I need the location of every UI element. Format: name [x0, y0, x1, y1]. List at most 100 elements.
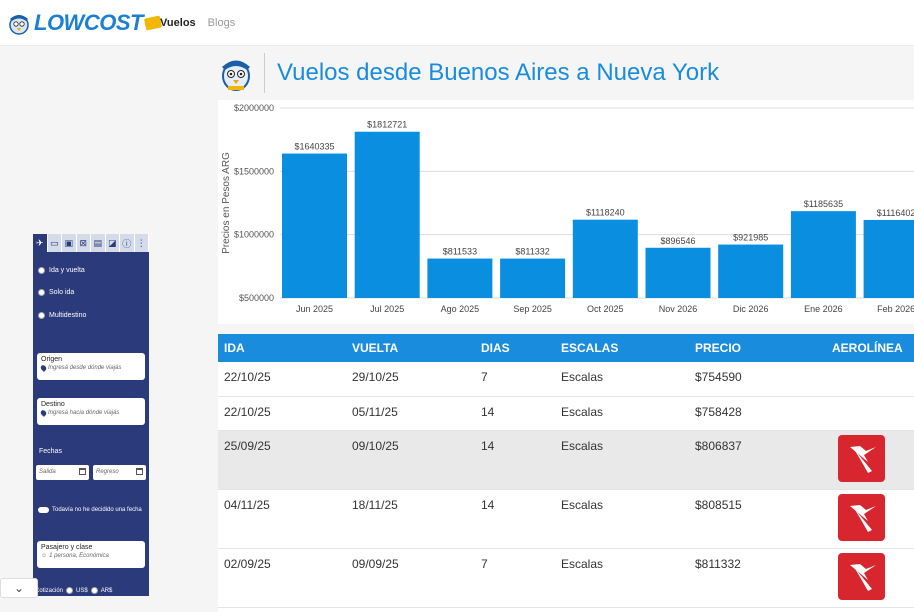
origin-input[interactable]: Ingresá desde dónde viajás [39, 364, 141, 372]
airline-logo-icon [838, 493, 885, 541]
cell-ida: 02/09/25 [218, 548, 346, 608]
y-tick-label: $1000000 [234, 230, 274, 240]
passengers-field[interactable]: Pasajero y clase ☺ 1 persona, Económica [37, 541, 145, 568]
table-row[interactable]: 02/09/25 09/09/25 7 Escalas $811332 [218, 548, 914, 608]
radio-icon[interactable] [38, 289, 45, 296]
destination-label: Destino [41, 401, 65, 408]
table-row[interactable]: 22/10/25 05/11/25 14 Escalas $758428 [218, 396, 914, 431]
calendar-icon [79, 468, 86, 475]
radio-one-way[interactable]: Solo ida [38, 289, 74, 296]
x-tick-label: Jun 2025 [296, 304, 333, 314]
logo-text: LOWCOST [34, 10, 143, 35]
radio-multi[interactable]: Multidestino [38, 312, 86, 319]
origin-field[interactable]: Origen Ingresá desde dónde viajás [37, 353, 145, 380]
suitcase-tab-icon[interactable]: ▣ [62, 234, 77, 252]
main-nav: Vuelos Blogs [160, 17, 235, 29]
page-header: Vuelos desde Buenos Aires a Nueva York [218, 48, 719, 98]
nav-item-blogs[interactable]: Blogs [207, 17, 236, 29]
x-tick-label: Nov 2026 [659, 304, 698, 314]
currency-row: Cotización US$ AR$ [35, 587, 112, 594]
chart-bar [500, 258, 566, 298]
person-icon: ☺ [41, 553, 48, 559]
cell-vuelta: 09/09/25 [346, 548, 475, 608]
radio-usd[interactable] [66, 587, 74, 594]
more-tab-icon[interactable]: ⋮ [135, 234, 149, 252]
undecided-toggle-row[interactable]: Todavía no he decidido una fecha [38, 507, 142, 513]
radio-icon[interactable] [38, 267, 45, 274]
cell-escalas: Escalas [555, 548, 689, 608]
cell-aerolinea [826, 430, 914, 490]
bar-value-label: $811533 [443, 247, 477, 257]
cell-precio: $806837 [689, 430, 826, 490]
col-header-escalas: ESCALAS [555, 334, 689, 362]
bar-value-label: $1640335 [294, 142, 334, 152]
cell-dias: 7 [475, 362, 555, 397]
chart-bar [790, 211, 856, 298]
dates-label: Fechas [39, 448, 62, 455]
col-header-vuelta: VUELTA [346, 334, 475, 362]
x-tick-label: Feb 2026 [877, 304, 914, 314]
ticket-tab-icon[interactable]: ⊠ [77, 234, 91, 252]
price-chart: $500000 $1000000 $1500000 $2000000 Precios e… [218, 100, 914, 324]
mascot-bird-icon [9, 15, 29, 35]
x-tick-label: Ene 2026 [804, 304, 843, 314]
table-row[interactable]: 25/09/25 09/10/25 14 Escalas $806837 [218, 430, 914, 490]
bar-value-label: $1116402 [877, 208, 914, 218]
ars-label: AR$ [100, 587, 113, 594]
page-title: Vuelos desde Buenos Aires a Nueva York [277, 59, 720, 86]
departure-date-input[interactable]: Salida [36, 465, 89, 480]
cell-ida: 22/10/25 [218, 396, 346, 431]
price-bar-chart: $500000 $1000000 $1500000 $2000000 Precios e… [221, 103, 914, 314]
cell-escalas: Escalas [555, 396, 689, 431]
bus-tab-icon[interactable]: ▤ [91, 234, 106, 252]
table-row[interactable]: 22/10/25 29/10/25 7 Escalas $754590 [218, 362, 914, 397]
bed-tab-icon[interactable]: ▭ [48, 234, 62, 252]
table-row[interactable]: 04/11/25 18/11/25 14 Escalas $808515 [218, 489, 914, 549]
search-sidebar: ✈ ▭ ▣ ⊠ ▤ ◪ ⓘ ⋮ Ida y vuelta Solo ida Mu… [33, 234, 149, 596]
flight-tab-icon[interactable]: ✈ [33, 234, 48, 252]
chart-bar [282, 153, 347, 298]
x-tick-label: Dic 2026 [733, 304, 769, 314]
nav-item-vuelos[interactable]: Vuelos [160, 17, 196, 29]
cell-precio: $754590 [689, 362, 826, 397]
cell-dias: 14 [475, 489, 555, 549]
cell-escalas: Escalas [555, 489, 689, 549]
x-tick-label: Jul 2025 [370, 304, 404, 314]
passengers-value: ☺ 1 persona, Económica [41, 553, 109, 559]
chart-bar [645, 247, 711, 298]
chart-bar [354, 131, 420, 298]
bar-value-label: $921985 [733, 233, 768, 243]
radio-ars[interactable] [90, 587, 98, 594]
location-pin-icon [39, 364, 48, 372]
bar-value-label: $896546 [660, 236, 695, 246]
cell-aerolinea [826, 362, 914, 397]
car-tab-icon[interactable]: ◪ [106, 234, 120, 252]
bar-value-label: $1118240 [586, 208, 625, 218]
table-header-row: IDA VUELTA DIAS ESCALAS PRECIO AEROLÍNEA [218, 334, 914, 362]
cell-aerolinea [826, 489, 914, 549]
brand-logo[interactable]: LOWCOST [6, 8, 163, 38]
y-tick-label: $2000000 [234, 103, 274, 113]
undecided-label: Todavía no he decidido una fecha [52, 507, 142, 513]
airline-logo-icon [838, 434, 885, 482]
chart-bar [863, 219, 914, 298]
col-header-ida: IDA [218, 334, 346, 362]
cell-vuelta: 29/10/25 [346, 362, 475, 397]
toggle-switch[interactable] [38, 507, 49, 513]
radio-icon[interactable] [38, 312, 45, 319]
x-tick-label: Oct 2025 [587, 304, 624, 314]
info-tab-icon[interactable]: ⓘ [120, 234, 135, 252]
cell-aerolinea [826, 396, 914, 431]
return-date-input[interactable]: Regreso [93, 465, 146, 480]
y-axis-label: Precios en Pesos ARG [221, 152, 232, 254]
flights-table-container: IDA VUELTA DIAS ESCALAS PRECIO AEROLÍNEA… [218, 334, 914, 612]
chart-bar [572, 219, 638, 298]
top-navbar: LOWCOST Vuelos Blogs [0, 0, 914, 46]
destination-field[interactable]: Destino Ingresá hacia dónde viajás [37, 398, 145, 425]
radio-round-trip[interactable]: Ida y vuelta [38, 267, 85, 274]
radio-label: Solo ida [49, 289, 75, 296]
bar-value-label: $1185635 [804, 199, 843, 209]
destination-input[interactable]: Ingresá hacia dónde viajás [39, 409, 141, 417]
collapse-button[interactable]: ⌄ [0, 578, 38, 598]
bar-value-label: $1812721 [367, 120, 407, 130]
